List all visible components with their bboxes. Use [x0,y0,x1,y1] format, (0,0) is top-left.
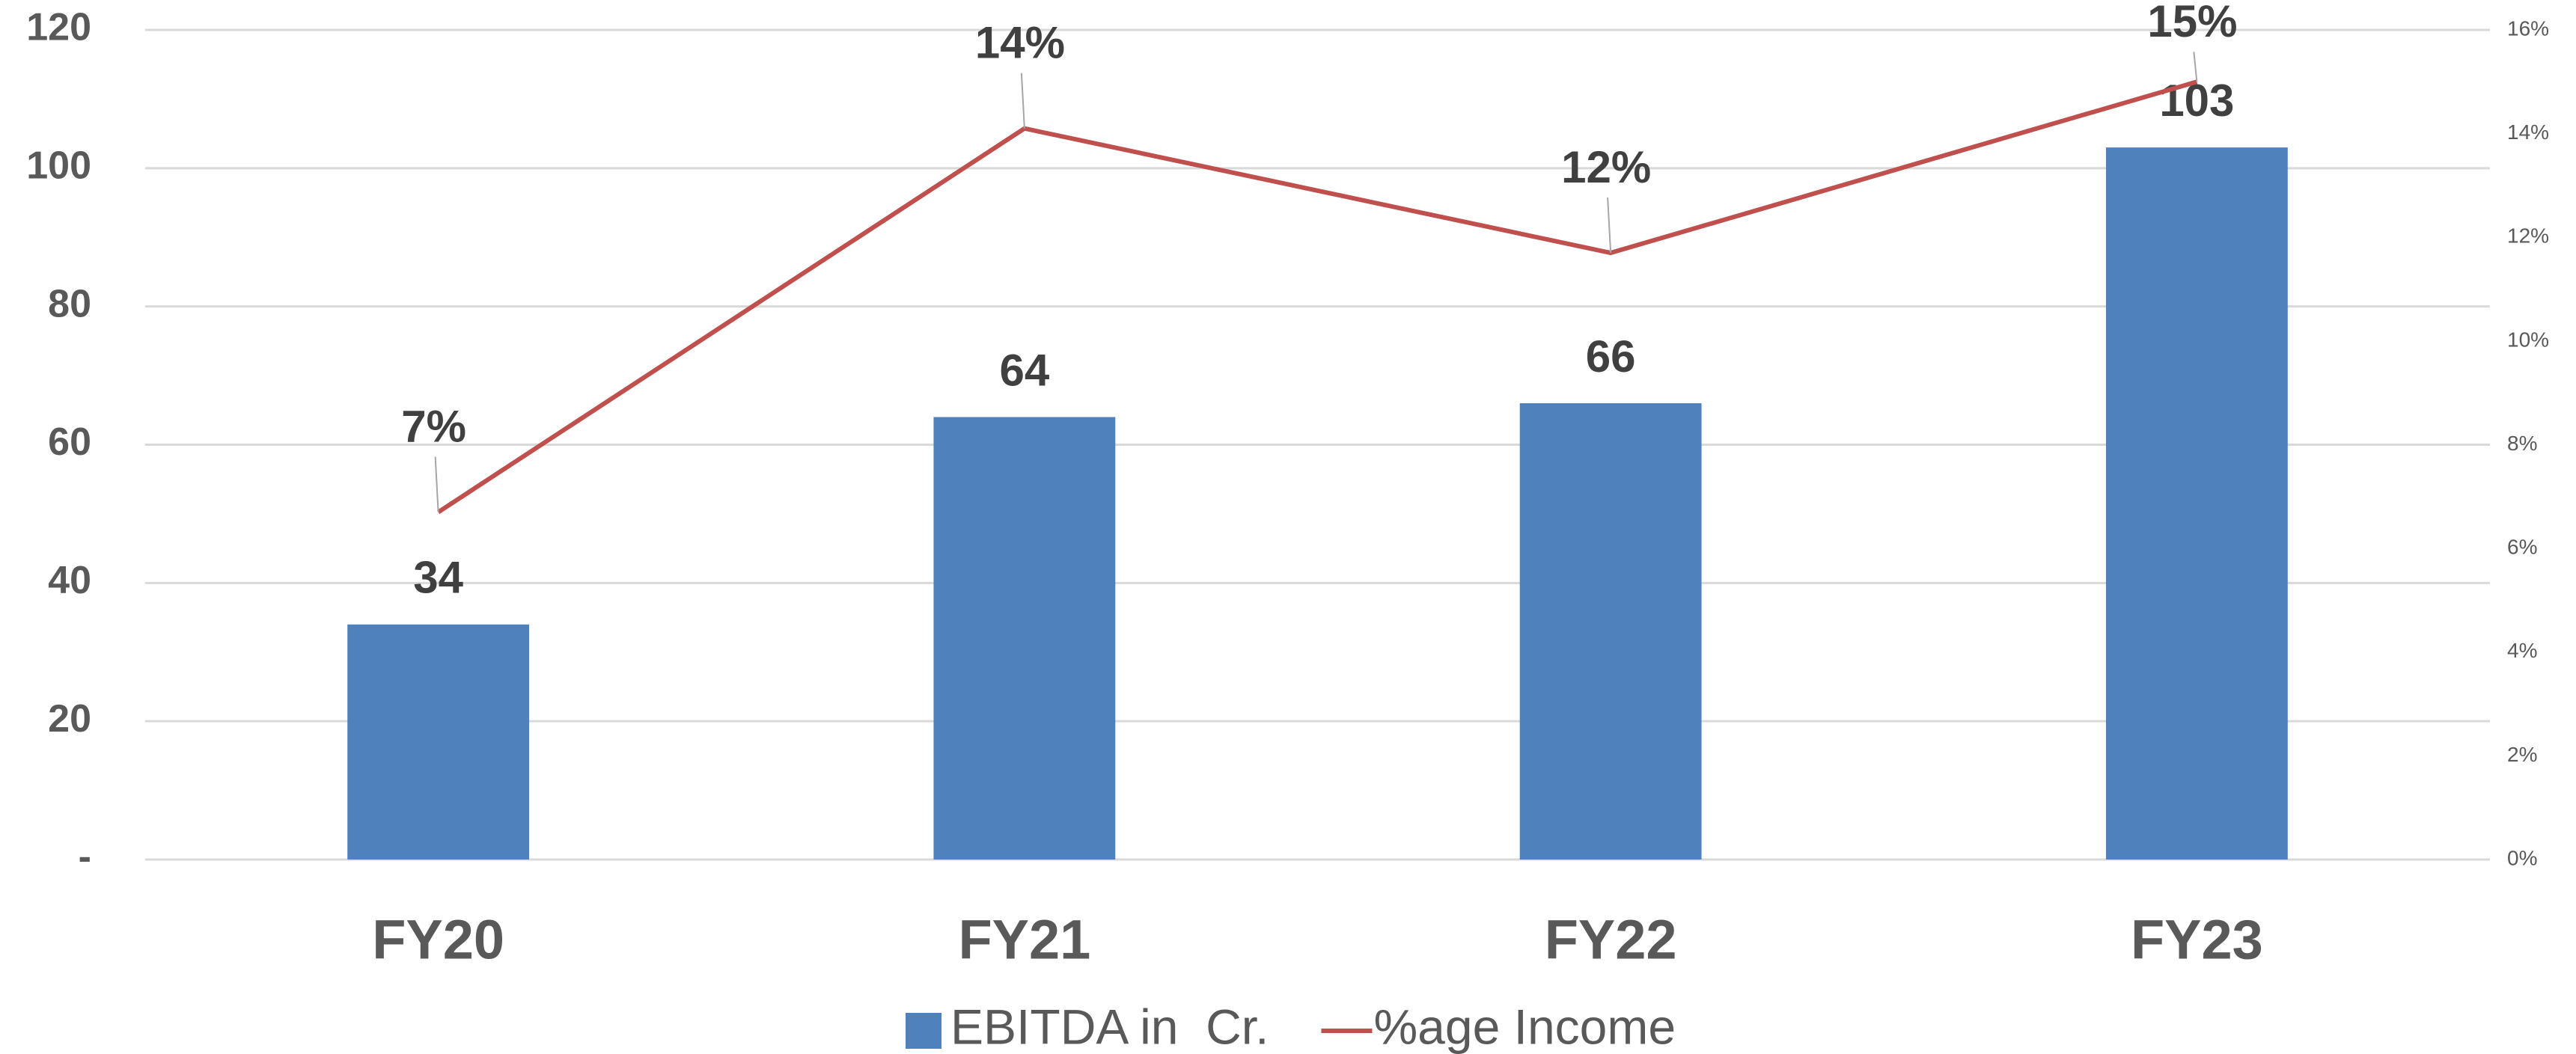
y2-tick-label: 12% [2507,224,2549,248]
legend-label: EBITDA in Cr. [950,999,1269,1054]
data-label: 66 [1586,331,1636,382]
y2-tick-label: 10% [2507,328,2549,351]
bar [347,624,530,860]
x-tick-label: FY23 [2131,909,2263,971]
y-tick-label: 60 [48,420,91,464]
y-tick-label: 80 [48,282,91,325]
data-label: 12% [1561,142,1651,192]
leader-line [434,456,439,512]
y-tick-label: 20 [48,697,91,741]
y-tick-label: 40 [48,559,91,602]
x-tick-label: FY20 [372,909,504,971]
bar [1519,403,1702,860]
y2-tick-label: 8% [2507,432,2537,455]
data-label: 14% [975,18,1065,68]
leader-line [2193,52,2198,82]
leader-line [1607,197,1612,254]
y-tick-label: 120 [26,6,91,49]
data-label: 34 [413,553,463,603]
bar [933,417,1116,860]
y-tick-label: - [79,836,91,879]
y-tick-label: 100 [26,144,91,188]
line [436,79,2198,515]
leader-line [1020,73,1025,129]
x-tick-label: FY21 [958,909,1090,971]
y2-tick-label: 0% [2507,846,2537,869]
y2-tick-label: 2% [2507,743,2537,766]
legend-label: %age Income [1373,999,1676,1054]
legend-swatch [906,1013,941,1049]
data-label: 64 [1000,345,1050,395]
y2-tick-label: 16% [2507,16,2549,40]
y2-tick-label: 6% [2507,536,2537,559]
y2-tick-label: 14% [2507,120,2549,144]
data-label: 15% [2147,0,2237,46]
y2-tick-label: 4% [2507,639,2537,662]
x-tick-label: FY22 [1545,909,1677,971]
data-label: 7% [401,401,466,451]
bar [2105,147,2288,860]
